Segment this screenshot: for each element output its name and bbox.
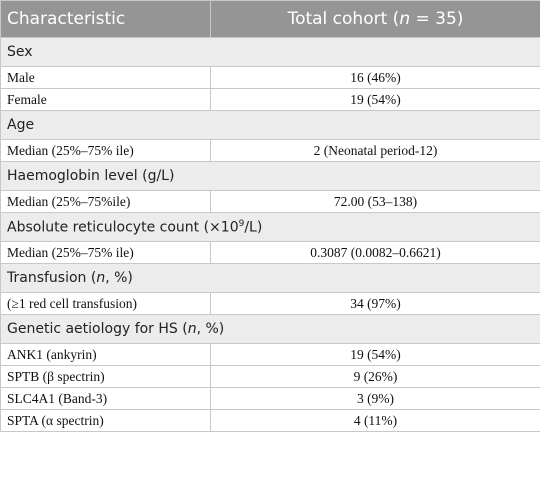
value-cell: 19 (54%)	[210, 88, 540, 111]
section-row: Haemoglobin level (g/L)	[0, 161, 540, 191]
section-cell: Age	[0, 110, 540, 140]
value-cell: 4 (11%)	[210, 409, 540, 432]
value-cell: 2 (Neonatal period-12)	[210, 139, 540, 162]
section-title: 9	[238, 218, 245, 229]
section-title: Haemoglobin level (g/L)	[7, 168, 175, 184]
section-row: Transfusion (n, %)	[0, 263, 540, 293]
section-cell: Sex	[0, 37, 540, 67]
section-title: Transfusion (	[7, 270, 97, 286]
section-title: , %)	[196, 321, 225, 337]
section-cell: Haemoglobin level (g/L)	[0, 161, 540, 191]
label-cell: (≥1 red cell transfusion)	[0, 292, 211, 315]
data-row: SPTB (β spectrin) 9 (26%)	[0, 365, 540, 388]
data-row: Median (25%–75% ile) 0.3087 (0.0082–0.662…	[0, 241, 540, 264]
value-cell: 0.3087 (0.0082–0.6621)	[210, 241, 540, 264]
section-cell: Absolute reticulocyte count (×109/L)	[0, 212, 540, 242]
data-row: Median (25%–75%ile) 72.00 (53–138)	[0, 190, 540, 213]
header-text: Total cohort (	[287, 9, 400, 29]
header-row: Characteristic Total cohort (n = 35)	[0, 0, 540, 38]
label-cell: Male	[0, 66, 211, 89]
data-row: SPTA (α spectrin) 4 (11%)	[0, 409, 540, 432]
label-cell: SLC4A1 (Band-3)	[0, 387, 211, 410]
label-cell: Median (25%–75% ile)	[0, 139, 211, 162]
label-cell: SPTA (α spectrin)	[0, 409, 211, 432]
section-row: Sex	[0, 37, 540, 67]
value-cell: 34 (97%)	[210, 292, 540, 315]
data-row: Male 16 (46%)	[0, 66, 540, 89]
section-title: n	[187, 321, 197, 337]
label-cell: Female	[0, 88, 211, 111]
label-cell: Median (25%–75% ile)	[0, 241, 211, 264]
header-text: = 35)	[410, 9, 464, 29]
section-title: , %)	[105, 270, 133, 286]
section-title: Genetic aetiology for HS (	[7, 321, 188, 337]
data-row: ANK1 (ankyrin) 19 (54%)	[0, 343, 540, 366]
data-row: Median (25%–75% ile) 2 (Neonatal period-1…	[0, 139, 540, 162]
section-row: Genetic aetiology for HS (n, %)	[0, 314, 540, 344]
value-cell: 3 (9%)	[210, 387, 540, 410]
section-row: Absolute reticulocyte count (×109/L)	[0, 212, 540, 242]
value-cell: 72.00 (53–138)	[210, 190, 540, 213]
header-cell: Characteristic	[0, 0, 211, 38]
section-title: n	[96, 270, 106, 286]
section-title: /L)	[244, 219, 263, 236]
header-text: n	[399, 9, 411, 29]
data-row: (≥1 red cell transfusion) 34 (97%)	[0, 292, 540, 315]
header-cell: Total cohort (n = 35)	[210, 0, 540, 38]
section-title: Age	[7, 117, 35, 133]
data-row: SLC4A1 (Band-3) 3 (9%)	[0, 387, 540, 410]
label-cell: SPTB (β spectrin)	[0, 365, 211, 388]
section-cell: Transfusion (n, %)	[0, 263, 540, 293]
section-row: Age	[0, 110, 540, 140]
label-cell: Median (25%–75%ile)	[0, 190, 211, 213]
value-cell: 19 (54%)	[210, 343, 540, 366]
section-title: Absolute reticulocyte count (×10	[7, 219, 239, 236]
value-cell: 9 (26%)	[210, 365, 540, 388]
section-title: Sex	[7, 44, 33, 60]
label-cell: ANK1 (ankyrin)	[0, 343, 211, 366]
value-cell: 16 (46%)	[210, 66, 540, 89]
cohort-table: Characteristic Total cohort (n = 35) Sex…	[0, 0, 540, 432]
data-row: Female 19 (54%)	[0, 88, 540, 111]
table-body: Characteristic Total cohort (n = 35) Sex…	[0, 0, 540, 432]
section-cell: Genetic aetiology for HS (n, %)	[0, 314, 540, 344]
